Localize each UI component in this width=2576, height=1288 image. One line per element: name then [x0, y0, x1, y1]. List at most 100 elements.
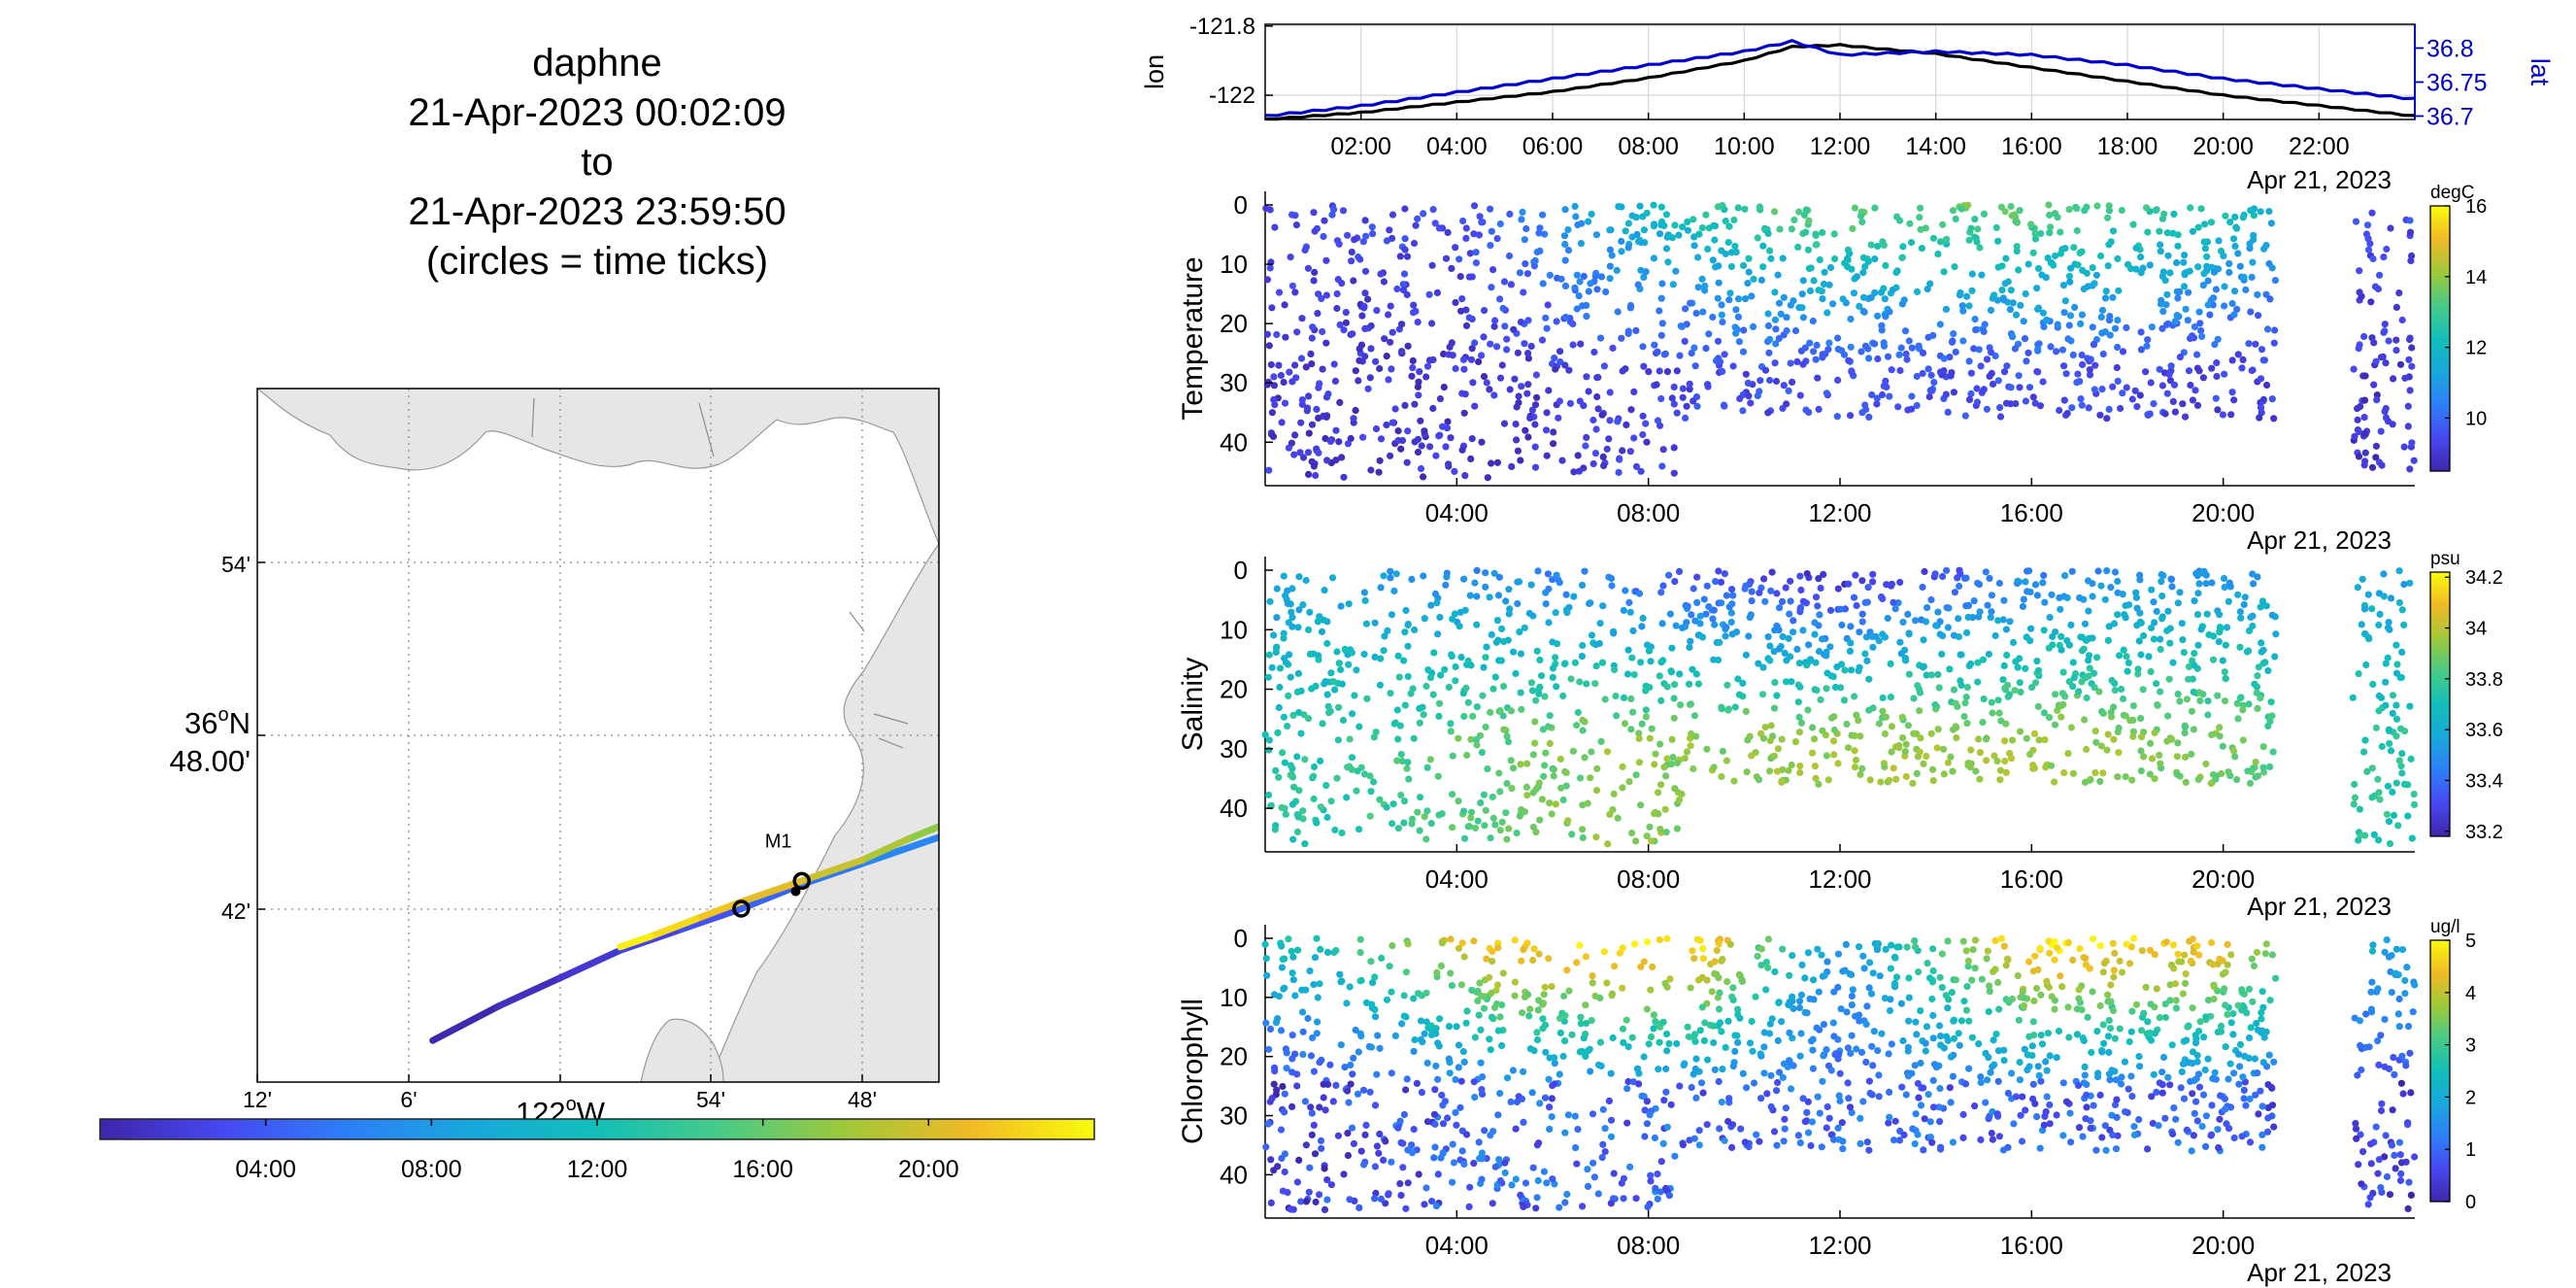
chlorophyll-point	[2159, 1053, 2168, 1062]
salinity-point	[1430, 649, 1438, 657]
temperature-point	[1704, 245, 1712, 253]
temperature-point	[1657, 218, 1666, 225]
temperature-point	[1833, 413, 1841, 421]
salinity-point	[1845, 580, 1853, 588]
salinity-point	[2180, 649, 2188, 657]
temperature-point	[2162, 321, 2171, 328]
temperature-point	[2152, 207, 2159, 215]
chlorophyll-point	[2208, 1131, 2216, 1138]
temperature-point	[1973, 398, 1981, 406]
salinity-point	[1592, 787, 1601, 795]
chlorophyll-point	[1577, 1020, 1585, 1028]
salinity-point	[1265, 746, 1273, 754]
salinity-point	[1718, 705, 1725, 713]
temperature-point	[1522, 224, 1530, 233]
temperature-point	[1640, 362, 1648, 370]
chlorophyll-point	[2258, 1015, 2265, 1023]
chlorophyll-point	[2184, 1023, 2191, 1031]
salinity-point	[1927, 595, 1935, 604]
salinity-point	[2237, 614, 2245, 622]
temperature-point	[1908, 344, 1916, 352]
salinity-point	[2012, 658, 2020, 665]
temperature-point	[2189, 396, 2196, 404]
temperature-point	[1734, 295, 1743, 303]
temperature-point	[1503, 335, 1511, 343]
salinity-colorbar-tick-label: 33.8	[2465, 669, 2503, 691]
temperature-point	[2255, 312, 2262, 320]
temperature-point	[2367, 298, 2375, 306]
salinity-point	[1327, 797, 1335, 805]
chlorophyll-point	[1890, 979, 1899, 988]
temperature-point	[1608, 252, 1616, 259]
salinity-point	[1597, 737, 1605, 746]
temperature-point	[1698, 275, 1706, 283]
salinity-point	[1499, 712, 1507, 720]
salinity-point	[2168, 735, 2176, 743]
chlorophyll-point	[1539, 1015, 1547, 1023]
salinity-point	[2267, 698, 2275, 706]
temperature-point	[1771, 359, 1779, 367]
salinity-point	[1601, 695, 1609, 703]
temperature-point	[2045, 201, 2053, 209]
temperature-point	[2204, 277, 2212, 285]
temperature-point	[2034, 345, 2042, 353]
temperature-point	[1361, 289, 1369, 297]
salinity-point	[2208, 730, 2216, 739]
temperature-point	[2060, 309, 2068, 317]
salinity-point	[1495, 707, 1503, 715]
chlorophyll-point	[1423, 1059, 1431, 1067]
salinity-point	[1447, 728, 1455, 735]
salinity-point	[1404, 759, 1412, 766]
salinity-point	[1742, 651, 1750, 659]
chlorophyll-point	[1288, 1032, 1296, 1039]
temperature-point	[1745, 268, 1753, 276]
chlorophyll-point	[1584, 1047, 1591, 1055]
chlorophyll-point	[1719, 1066, 1726, 1073]
temperature-point	[1432, 452, 1440, 459]
temperature-point	[2378, 461, 2386, 469]
salinity-point	[1355, 826, 1363, 833]
chlorophyll-point	[2374, 985, 2382, 993]
salinity-point	[1270, 631, 1278, 639]
temperature-point	[1359, 433, 1367, 441]
chlorophyll-point	[1460, 1160, 1468, 1169]
chlorophyll-point	[2192, 1034, 2200, 1042]
temperature-point	[1873, 400, 1881, 408]
chlorophyll-point	[2250, 962, 2258, 970]
salinity-point	[1988, 592, 1995, 599]
chlorophyll-point	[2411, 981, 2419, 989]
chlorophyll-point	[1878, 1030, 1886, 1037]
chlorophyll-point	[1511, 936, 1519, 944]
salinity-point	[1321, 587, 1328, 594]
temperature-point	[1490, 322, 1498, 330]
chlorophyll-point	[2382, 1132, 2390, 1139]
temperature-point	[1514, 349, 1522, 356]
temperature-point	[1756, 377, 1764, 385]
temperature-point	[1347, 434, 1355, 443]
salinity-point	[1548, 810, 1556, 818]
chlorophyll-point	[1661, 979, 1669, 988]
salinity-point	[1823, 752, 1830, 760]
salinity-point	[1773, 692, 1781, 699]
salinity-point	[2386, 840, 2394, 848]
salinity-point	[2122, 773, 2129, 781]
salinity-point	[2249, 622, 2257, 630]
chlorophyll-point	[1478, 1155, 1486, 1163]
temperature-point	[1878, 326, 1886, 334]
chlorophyll-point	[1760, 1069, 1768, 1077]
temperature-point	[2361, 458, 2369, 465]
salinity-point	[2221, 583, 2228, 592]
chlorophyll-point	[1417, 1035, 1424, 1043]
chlorophyll-point	[1640, 1053, 1648, 1061]
chlorophyll-point	[2403, 964, 2411, 971]
salinity-point	[1656, 826, 1664, 833]
temperature-point	[2037, 229, 2045, 238]
temperature-point	[1847, 412, 1855, 420]
salinity-point	[2207, 779, 2215, 788]
chlorophyll-point	[1848, 1108, 1856, 1117]
chlorophyll-point	[1431, 1120, 1439, 1128]
temperature-point	[1302, 363, 1310, 371]
chlorophyll-point	[1347, 1061, 1355, 1069]
temperature-point	[1444, 228, 1452, 236]
salinity-point	[1651, 810, 1658, 818]
